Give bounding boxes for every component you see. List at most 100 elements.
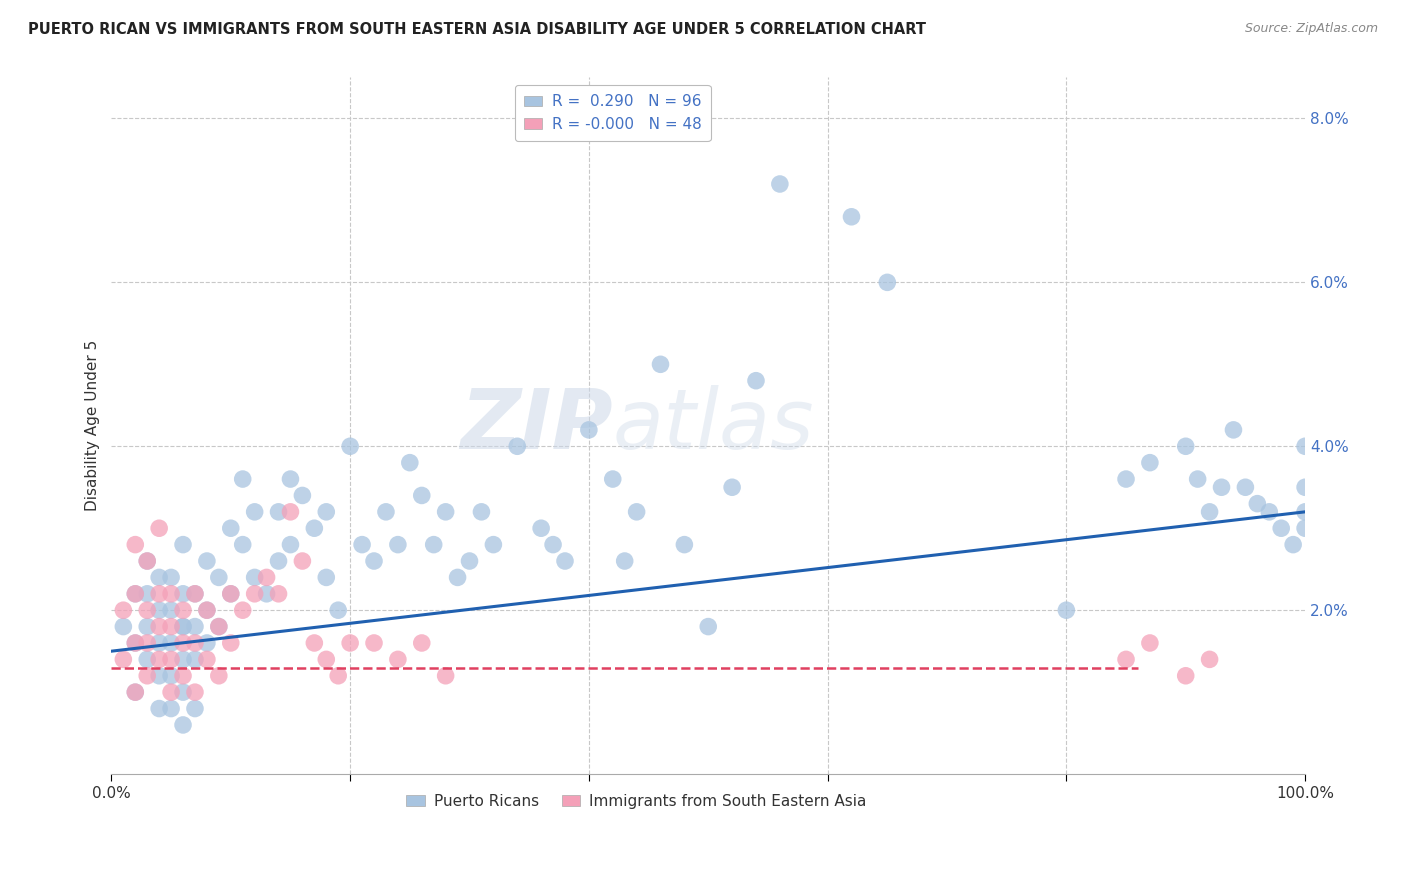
Point: [124, 587, 146, 601]
Point: [602, 472, 624, 486]
Point: [1211, 480, 1233, 494]
Point: [195, 636, 218, 650]
Point: [148, 636, 170, 650]
Point: [1139, 456, 1161, 470]
Point: [160, 701, 183, 715]
Point: [160, 587, 183, 601]
Point: [208, 619, 231, 633]
Point: [172, 669, 194, 683]
Point: [160, 619, 183, 633]
Point: [482, 538, 505, 552]
Point: [136, 669, 159, 683]
Point: [673, 538, 696, 552]
Point: [160, 669, 183, 683]
Point: [148, 652, 170, 666]
Point: [148, 570, 170, 584]
Point: [232, 603, 254, 617]
Point: [148, 603, 170, 617]
Point: [411, 488, 433, 502]
Point: [769, 177, 792, 191]
Point: [328, 669, 350, 683]
Point: [136, 554, 159, 568]
Point: [291, 488, 314, 502]
Point: [1282, 538, 1305, 552]
Point: [208, 570, 231, 584]
Point: [243, 505, 266, 519]
Point: [232, 472, 254, 486]
Point: [148, 701, 170, 715]
Point: [256, 587, 278, 601]
Point: [434, 505, 457, 519]
Text: atlas: atlas: [613, 385, 814, 467]
Point: [352, 538, 374, 552]
Point: [745, 374, 768, 388]
Point: [506, 439, 529, 453]
Point: [148, 619, 170, 633]
Point: [243, 570, 266, 584]
Point: [280, 538, 302, 552]
Point: [148, 669, 170, 683]
Y-axis label: Disability Age Under 5: Disability Age Under 5: [86, 340, 100, 511]
Point: [184, 619, 207, 633]
Point: [160, 652, 183, 666]
Point: [124, 685, 146, 699]
Point: [112, 603, 135, 617]
Point: [124, 685, 146, 699]
Point: [375, 505, 398, 519]
Point: [136, 603, 159, 617]
Point: [219, 587, 242, 601]
Point: [124, 636, 146, 650]
Point: [172, 718, 194, 732]
Point: [160, 603, 183, 617]
Point: [195, 603, 218, 617]
Point: [291, 554, 314, 568]
Point: [243, 587, 266, 601]
Point: [1258, 505, 1281, 519]
Point: [219, 587, 242, 601]
Point: [434, 669, 457, 683]
Point: [232, 538, 254, 552]
Text: Source: ZipAtlas.com: Source: ZipAtlas.com: [1244, 22, 1378, 36]
Point: [136, 652, 159, 666]
Point: [172, 619, 194, 633]
Point: [172, 652, 194, 666]
Point: [256, 570, 278, 584]
Point: [1234, 480, 1257, 494]
Point: [1174, 439, 1197, 453]
Point: [184, 636, 207, 650]
Point: [446, 570, 468, 584]
Point: [172, 538, 194, 552]
Point: [219, 636, 242, 650]
Point: [195, 554, 218, 568]
Point: [148, 587, 170, 601]
Point: [304, 636, 326, 650]
Point: [124, 636, 146, 650]
Point: [184, 685, 207, 699]
Point: [184, 587, 207, 601]
Point: [363, 554, 385, 568]
Point: [363, 636, 385, 650]
Point: [841, 210, 863, 224]
Point: [422, 538, 444, 552]
Point: [1294, 480, 1316, 494]
Point: [124, 538, 146, 552]
Point: [1139, 636, 1161, 650]
Point: [1174, 669, 1197, 683]
Legend: Puerto Ricans, Immigrants from South Eastern Asia: Puerto Ricans, Immigrants from South Eas…: [401, 788, 873, 815]
Point: [267, 587, 290, 601]
Point: [136, 636, 159, 650]
Point: [148, 521, 170, 535]
Point: [721, 480, 744, 494]
Point: [1222, 423, 1244, 437]
Point: [267, 505, 290, 519]
Point: [184, 652, 207, 666]
Point: [208, 669, 231, 683]
Point: [458, 554, 481, 568]
Point: [1246, 497, 1268, 511]
Point: [195, 652, 218, 666]
Point: [470, 505, 492, 519]
Point: [1115, 472, 1137, 486]
Point: [650, 357, 672, 371]
Point: [315, 505, 337, 519]
Point: [530, 521, 553, 535]
